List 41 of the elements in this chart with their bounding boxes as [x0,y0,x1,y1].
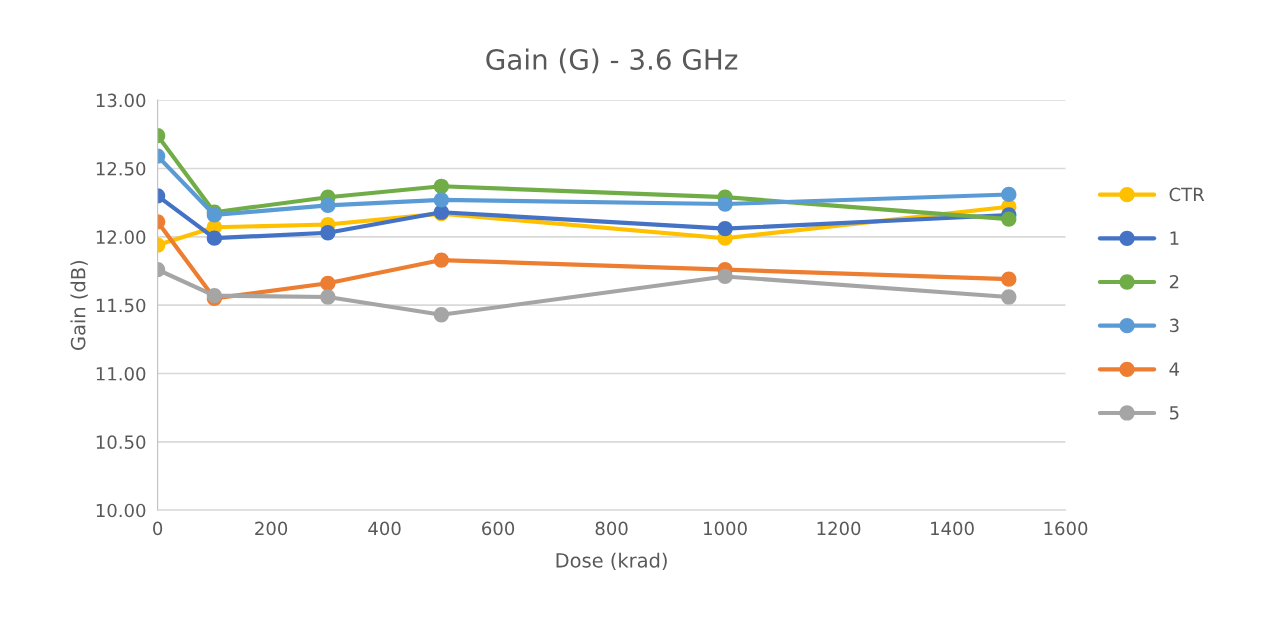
legend-label: 2 [1169,274,1179,289]
y-tick-label: 11.00 [96,366,146,381]
legend-label: 4 [1169,362,1180,376]
chart-title: Gain (G) - 3.6 GHz [486,48,738,74]
point [1001,186,1017,203]
y-tick-label: 11.50 [96,298,146,313]
x-tick-label: 1400 [931,521,974,536]
y-tick-label: 12.00 [96,230,146,244]
y-tick-label: 10.00 [96,503,146,518]
x-axis-title: Dose (krad) [556,552,667,570]
point [433,252,449,268]
y-tick-label: 10.50 [96,435,146,449]
point [320,275,336,291]
legend-label: 1 [1170,231,1179,245]
point [717,196,733,212]
x-tick-label: 200 [255,521,288,536]
point [717,268,733,285]
point [320,289,336,305]
point [433,307,449,323]
y-axis-title: Gain (dB) [70,260,88,350]
x-tick-label: 1600 [1044,521,1088,536]
point [1001,271,1017,287]
y-tick-label: 12.50 [96,161,146,176]
legend-label: 5 [1169,406,1179,420]
legend-label: CTR [1169,187,1205,202]
x-tick-label: 1200 [817,521,861,536]
point [206,230,223,246]
x-tick-label: 1000 [704,521,747,536]
point [717,221,733,237]
point [320,197,336,214]
point [433,178,449,194]
legend-label: 3 [1169,318,1179,333]
point [1001,211,1017,227]
x-tick-label: 800 [595,521,628,536]
y-tick-label: 13.00 [96,93,146,108]
x-tick-label: 0 [153,521,163,536]
point [433,192,449,208]
point [1001,289,1017,305]
x-tick-label: 600 [482,521,515,536]
x-tick-label: 400 [368,521,401,536]
point [320,225,336,241]
